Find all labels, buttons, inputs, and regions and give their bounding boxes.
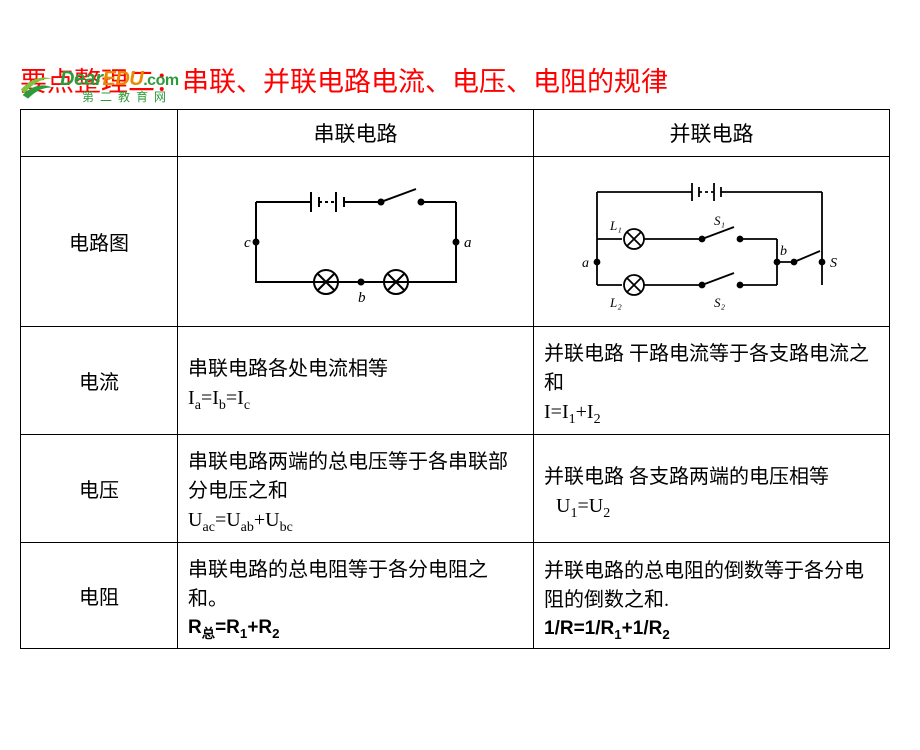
parallel-current: 并联电路 干路电流等于各支路电流之和 I=I1+I2 xyxy=(534,327,890,435)
svg-text:a: a xyxy=(582,256,589,271)
label-diagram: 电路图 xyxy=(21,157,178,327)
parallel-current-formula: I=I1+I2 xyxy=(544,401,879,428)
svg-text:S₁: S₁ xyxy=(714,213,725,228)
logo-url: DearEDU.com xyxy=(60,69,179,89)
parallel-diagram: L₁ L₂ S₁ S₂ S a b xyxy=(534,157,890,327)
series-resistance-formula: R总=R1+R2 xyxy=(188,617,523,642)
header-blank xyxy=(21,110,178,157)
parallel-voltage-formula: U1=U2 xyxy=(556,495,879,522)
label-resistance: 电阻 xyxy=(21,543,178,649)
rules-table: 串联电路 并联电路 电路图 xyxy=(20,109,890,649)
series-current-text: 串联电路各处电流相等 xyxy=(188,352,523,381)
svg-text:b: b xyxy=(780,244,787,259)
series-resistance: 串联电路的总电阻等于各分电阻之和。 R总=R1+R2 xyxy=(178,543,534,649)
parallel-voltage: 并联电路 各支路两端的电压相等 U1=U2 xyxy=(534,435,890,543)
series-current-formula: Ia=Ib=Ic xyxy=(188,387,523,414)
svg-text:S: S xyxy=(830,256,837,271)
row-resistance: 电阻 串联电路的总电阻等于各分电阻之和。 R总=R1+R2 并联电路的总电阻的倒… xyxy=(21,543,890,649)
series-resistance-text: 串联电路的总电阻等于各分电阻之和。 xyxy=(188,553,523,611)
logo-text: DearEDU.com 第二教育网 xyxy=(60,69,179,103)
logo: DearEDU.com 第二教育网 xyxy=(18,68,179,104)
parallel-resistance-formula: 1/R=1/R1+1/R2 xyxy=(544,618,879,642)
row-diagram: 电路图 xyxy=(21,157,890,327)
logo-swoosh-icon xyxy=(18,68,56,104)
series-diagram: c a b xyxy=(178,157,534,327)
series-voltage-text: 串联电路两端的总电压等于各串联部分电压之和 xyxy=(188,445,523,503)
svg-text:a: a xyxy=(464,235,472,251)
header-row: 串联电路 并联电路 xyxy=(21,110,890,157)
parallel-circuit-icon: L₁ L₂ S₁ S₂ S a b xyxy=(562,167,862,317)
series-voltage: 串联电路两端的总电压等于各串联部分电压之和 Uac=Uab+Ubc xyxy=(178,435,534,543)
svg-text:L₁: L₁ xyxy=(609,218,622,233)
parallel-current-text: 并联电路 干路电流等于各支路电流之和 xyxy=(544,337,879,395)
svg-text:c: c xyxy=(244,235,251,251)
svg-text:b: b xyxy=(358,290,366,306)
svg-text:L₂: L₂ xyxy=(609,295,622,310)
label-voltage: 电压 xyxy=(21,435,178,543)
logo-cn-text: 第二教育网 xyxy=(82,91,179,103)
header-series: 串联电路 xyxy=(178,110,534,157)
parallel-resistance-text: 并联电路的总电阻的倒数等于各分电阻的倒数之和. xyxy=(544,554,879,612)
series-voltage-formula: Uac=Uab+Ubc xyxy=(188,509,523,536)
parallel-resistance: 并联电路的总电阻的倒数等于各分电阻的倒数之和. 1/R=1/R1+1/R2 xyxy=(534,543,890,649)
header-parallel: 并联电路 xyxy=(534,110,890,157)
label-current: 电流 xyxy=(21,327,178,435)
row-current: 电流 串联电路各处电流相等 Ia=Ib=Ic 并联电路 干路电流等于各支路电流之… xyxy=(21,327,890,435)
series-circuit-icon: c a b xyxy=(216,167,496,317)
svg-text:S₂: S₂ xyxy=(714,295,726,310)
series-current: 串联电路各处电流相等 Ia=Ib=Ic xyxy=(178,327,534,435)
row-voltage: 电压 串联电路两端的总电压等于各串联部分电压之和 Uac=Uab+Ubc 并联电… xyxy=(21,435,890,543)
parallel-voltage-text: 并联电路 各支路两端的电压相等 xyxy=(544,460,879,489)
